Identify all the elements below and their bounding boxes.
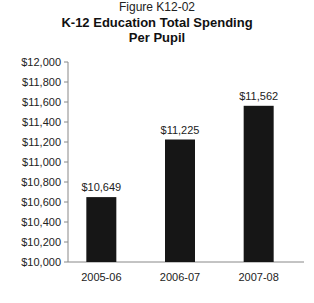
chart: Figure K12-02K-12 Education Total Spendi… xyxy=(0,0,314,303)
y-tick xyxy=(64,102,68,103)
y-tick xyxy=(64,222,68,223)
y-tick-label: $10,400 xyxy=(21,216,61,228)
y-tick xyxy=(64,122,68,123)
bar xyxy=(165,140,195,263)
y-tick xyxy=(64,242,68,243)
y-tick-label: $12,000 xyxy=(21,56,61,68)
y-tick xyxy=(64,182,68,183)
x-tick-label: 2005-06 xyxy=(81,271,121,283)
y-axis: $10,000 $10,200 $10,400 $10,600 $10,800 $11,0… xyxy=(21,56,304,268)
y-tick-label: $11,000 xyxy=(22,156,61,168)
bar xyxy=(244,106,274,262)
figure-label: Figure K12-02 xyxy=(119,0,195,14)
y-tick xyxy=(64,162,68,163)
data-label: $10,649 xyxy=(81,181,121,193)
x-tick-label: 2007-08 xyxy=(238,271,278,283)
y-tick-label: $11,400 xyxy=(22,116,61,128)
y-axis-line xyxy=(68,62,69,262)
title: Per Pupil xyxy=(129,30,185,45)
y-tick-label: $10,800 xyxy=(21,176,61,188)
y-tick-label: $11,200 xyxy=(22,136,61,148)
data-label: $11,562 xyxy=(239,90,278,102)
y-tick xyxy=(64,62,68,63)
y-tick xyxy=(64,82,68,83)
y-tick xyxy=(64,202,68,203)
y-tick-label: $10,600 xyxy=(21,196,61,208)
y-tick-label: $10,200 xyxy=(21,236,61,248)
data-label: $11,225 xyxy=(161,124,200,136)
y-tick-label: $11,600 xyxy=(22,96,61,108)
x-tick-label: 2006-07 xyxy=(160,271,200,283)
bar xyxy=(86,197,116,262)
y-tick xyxy=(64,142,68,143)
y-tick xyxy=(64,262,68,263)
y-tick-label: $11,800 xyxy=(22,76,61,88)
title: K-12 Education Total Spending xyxy=(61,15,252,30)
y-tick-label: $10,000 xyxy=(21,256,61,268)
